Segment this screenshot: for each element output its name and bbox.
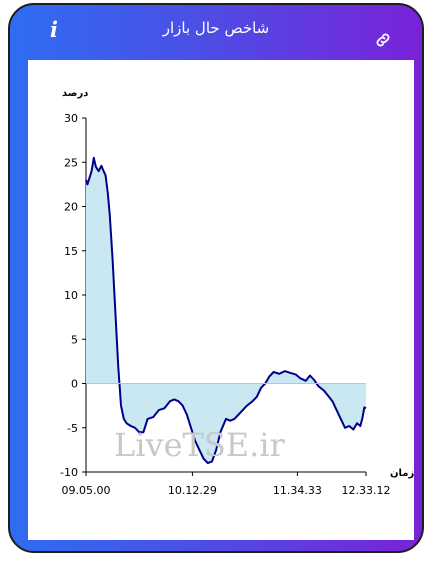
x-tick-label: 11.34.33 — [273, 484, 322, 497]
series-area — [86, 157, 366, 464]
link-icon[interactable] — [374, 31, 392, 49]
y-tick-label: 30 — [64, 112, 78, 125]
x-axis-label: زمان — [390, 468, 414, 479]
widget-title: شاخص حال بازار — [162, 19, 270, 37]
y-tick-label: 25 — [64, 156, 78, 169]
info-icon[interactable]: i — [50, 17, 58, 42]
y-tick-label: -10 — [60, 466, 78, 479]
market-index-chart: -10 -5 0 5 10 15 20 25 30 09.05.00 10.12.29 11.34.… — [60, 88, 414, 497]
y-axis: -10 -5 0 5 10 15 20 25 30 — [60, 112, 87, 479]
y-axis-label: درصد — [62, 88, 88, 99]
y-tick-label: -5 — [67, 422, 78, 435]
widget-header: i شاخص حال بازار — [10, 5, 422, 57]
market-index-widget: i شاخص حال بازار -10 -5 0 5 10 15 20 25 30 09.05… — [8, 3, 424, 553]
x-tick-label: 09.05.00 — [62, 484, 111, 497]
x-tick-label: 12.33.12 — [342, 484, 391, 497]
watermark: LiveTSE.ir — [114, 426, 286, 464]
y-tick-label: 10 — [64, 289, 78, 302]
x-tick-label: 10.12.29 — [168, 484, 217, 497]
y-tick-label: 5 — [71, 333, 78, 346]
y-tick-label: 15 — [64, 245, 78, 258]
x-axis: 09.05.00 10.12.29 11.34.33 12.33.12 — [62, 471, 391, 497]
series-line — [85, 156, 367, 465]
y-tick-label: 20 — [64, 201, 78, 214]
chart-panel: -10 -5 0 5 10 15 20 25 30 09.05.00 10.12.29 11.34.… — [28, 60, 414, 540]
y-tick-label: 0 — [71, 378, 78, 391]
